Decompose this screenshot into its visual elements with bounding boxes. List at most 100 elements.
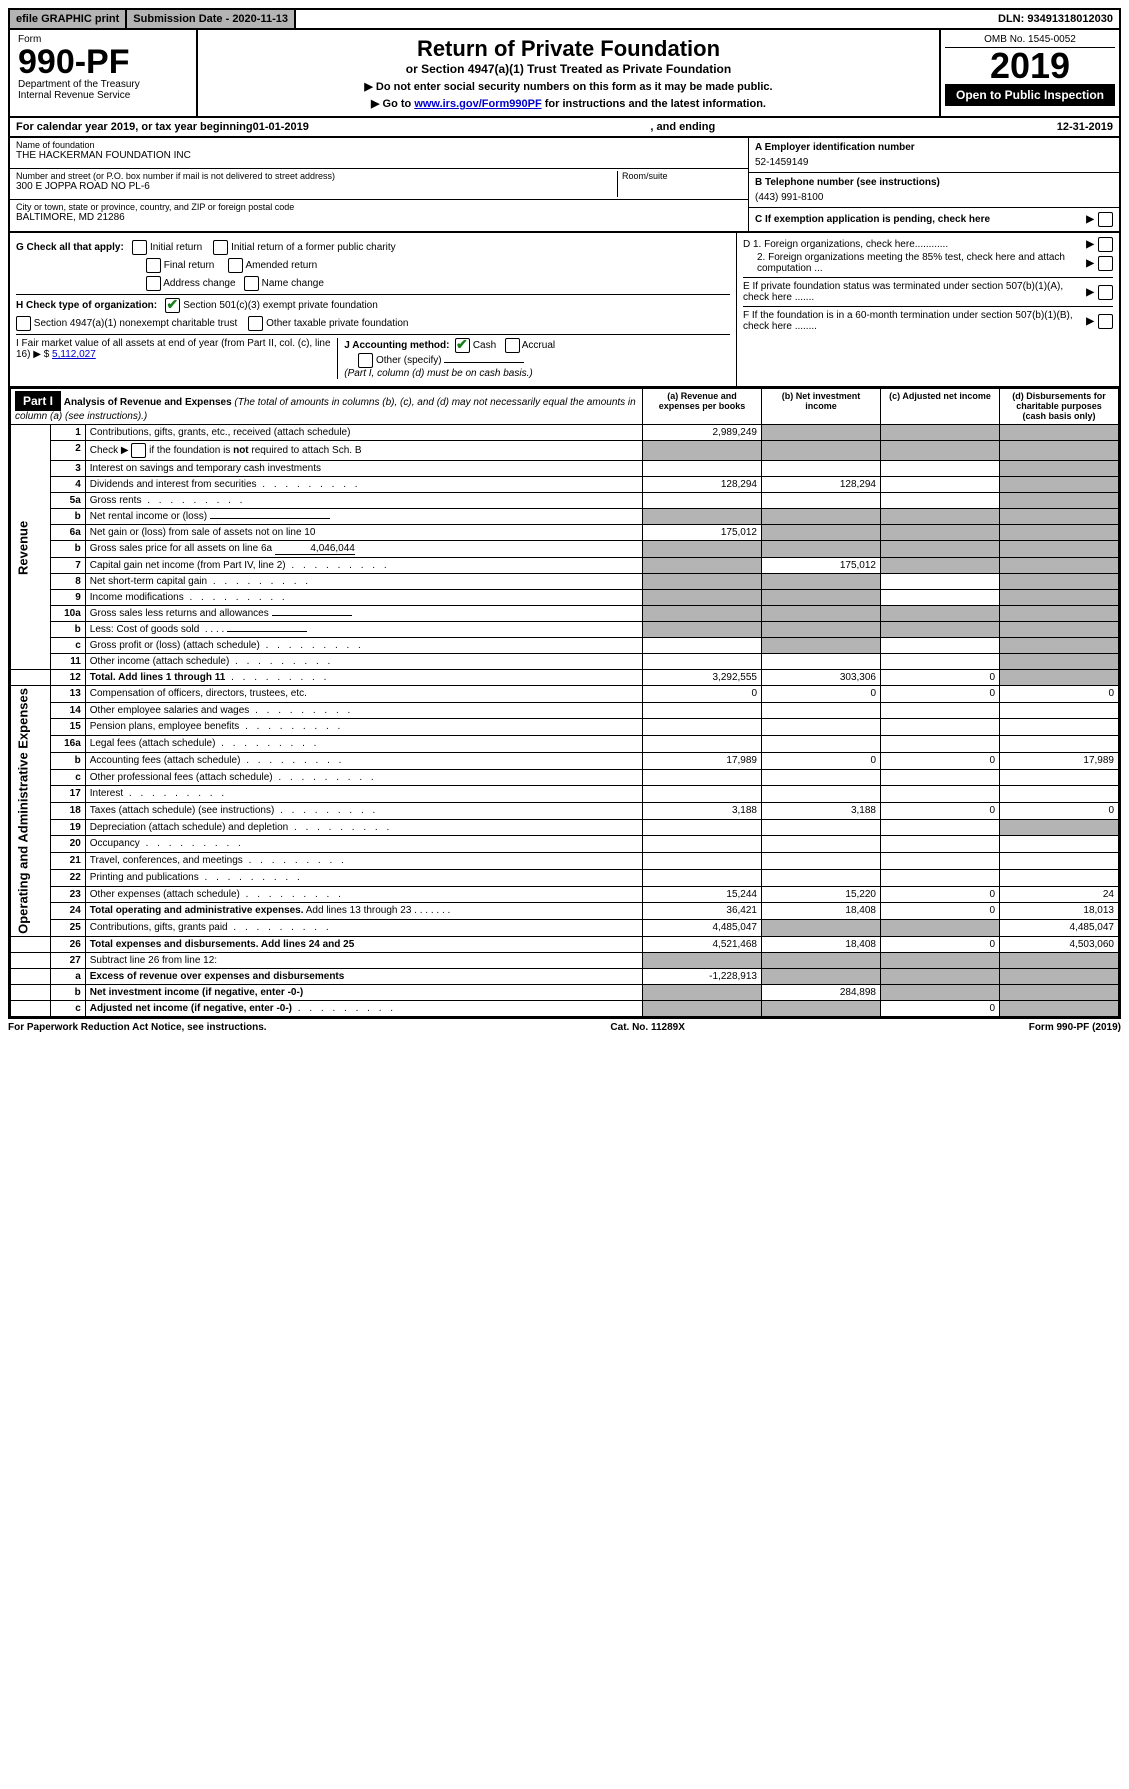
cell-d: 0: [1000, 803, 1119, 820]
tel-value: (443) 991-8100: [755, 192, 823, 203]
form-number: 990-PF: [18, 45, 188, 79]
opex-label: Operating and Administrative Expenses: [11, 686, 51, 937]
table-row: 4Dividends and interest from securities1…: [11, 477, 1119, 493]
arrow-icon: ▶: [1086, 287, 1094, 298]
cell-b: 18,408: [762, 903, 881, 920]
lineno: 17: [50, 786, 85, 803]
cell-b: 175,012: [762, 558, 881, 574]
desc: Dividends and interest from securities: [85, 477, 642, 493]
cell-c: 0: [881, 1000, 1000, 1016]
table-row: Operating and Administrative Expenses 13…: [11, 686, 1119, 703]
dept2: Internal Revenue Service: [18, 90, 188, 101]
h-501c3-checkbox[interactable]: [165, 298, 180, 313]
lineno: 26: [50, 936, 85, 952]
city-state-zip: BALTIMORE, MD 21286: [16, 212, 742, 223]
cell-a: 175,012: [643, 525, 762, 541]
c-checkbox[interactable]: [1098, 212, 1113, 227]
cell-b: 284,898: [762, 984, 881, 1000]
desc: Total. Add lines 1 through 11: [85, 670, 642, 686]
arrow-icon: ▶: [1086, 239, 1094, 250]
arrow-icon: ▶: [1086, 258, 1094, 269]
cell-c: [881, 425, 1000, 441]
lineno: 20: [50, 836, 85, 853]
g-label: G Check all that apply:: [16, 242, 124, 253]
desc: Other income (attach schedule): [85, 654, 642, 670]
spacer: [296, 16, 992, 22]
desc: Net rental income or (loss): [85, 509, 642, 525]
g-name-checkbox[interactable]: [244, 276, 259, 291]
lineno: 24: [50, 903, 85, 920]
g-addr-checkbox[interactable]: [146, 276, 161, 291]
h-4947: Section 4947(a)(1) nonexempt charitable …: [34, 318, 237, 329]
arrow-icon: ▶: [1086, 214, 1094, 225]
lineno: 6a: [50, 525, 85, 541]
g-initial-checkbox[interactable]: [132, 240, 147, 255]
table-row: 15Pension plans, employee benefits: [11, 719, 1119, 736]
foundation-name-row: Name of foundation THE HACKERMAN FOUNDAT…: [10, 138, 748, 169]
h-4947-checkbox[interactable]: [16, 316, 31, 331]
table-row: aExcess of revenue over expenses and dis…: [11, 968, 1119, 984]
j-other-checkbox[interactable]: [358, 353, 373, 368]
instructions-link[interactable]: www.irs.gov/Form990PF: [414, 98, 541, 110]
lineno: b: [50, 752, 85, 769]
j-accrual-checkbox[interactable]: [505, 338, 520, 353]
col-d-header: (d) Disbursements for charitable purpose…: [1000, 389, 1119, 425]
lineno: 10a: [50, 606, 85, 622]
open-inspection: Open to Public Inspection: [945, 84, 1115, 106]
ein-label: A Employer identification number: [755, 142, 915, 153]
revenue-label: Revenue: [11, 425, 51, 670]
cell-b: 303,306: [762, 670, 881, 686]
tax-year: 2019: [945, 48, 1115, 84]
table-row: bNet rental income or (loss): [11, 509, 1119, 525]
main-table: Part I Analysis of Revenue and Expenses …: [10, 388, 1119, 1017]
e-checkbox[interactable]: [1098, 285, 1113, 300]
schb-checkbox[interactable]: [131, 443, 146, 458]
table-row: cGross profit or (loss) (attach schedule…: [11, 638, 1119, 654]
g-amended-checkbox[interactable]: [228, 258, 243, 273]
ein-row: A Employer identification number 52-1459…: [749, 138, 1119, 173]
gh-right: D 1. Foreign organizations, check here..…: [736, 233, 1119, 386]
g-final-checkbox[interactable]: [146, 258, 161, 273]
form-title: Return of Private Foundation: [204, 36, 933, 62]
cell-d: 24: [1000, 886, 1119, 903]
desc: Less: Cost of goods sold . . . .: [85, 622, 642, 638]
desc: Subtract line 26 from line 12:: [85, 952, 642, 968]
desc: Other professional fees (attach schedule…: [85, 769, 642, 786]
lineno: c: [50, 1000, 85, 1016]
table-row: 21Travel, conferences, and meetings: [11, 853, 1119, 870]
cell-d: 18,013: [1000, 903, 1119, 920]
f-checkbox[interactable]: [1098, 314, 1113, 329]
cal-begin: 01-01-2019: [253, 121, 309, 133]
j-cash-checkbox[interactable]: [455, 338, 470, 353]
efile-label: efile GRAPHIC print: [10, 10, 127, 28]
table-row: 23Other expenses (attach schedule)15,244…: [11, 886, 1119, 903]
cell-c: 0: [881, 752, 1000, 769]
g-addr: Address change: [163, 278, 235, 289]
h-label: H Check type of organization:: [16, 300, 157, 311]
f-label: F If the foundation is in a 60-month ter…: [743, 310, 1082, 332]
d2-row: 2. Foreign organizations meeting the 85%…: [743, 252, 1113, 274]
desc: Interest: [85, 786, 642, 803]
g-initial-former-checkbox[interactable]: [213, 240, 228, 255]
d2-checkbox[interactable]: [1098, 256, 1113, 271]
tel-label: B Telephone number (see instructions): [755, 177, 940, 188]
cell-d: 4,503,060: [1000, 936, 1119, 952]
h-other: Other taxable private foundation: [266, 318, 408, 329]
cell-c: 0: [881, 936, 1000, 952]
desc: Net investment income (if negative, ente…: [85, 984, 642, 1000]
i-value-link[interactable]: 5,112,027: [52, 349, 96, 360]
cal-end: 12-31-2019: [1057, 121, 1113, 133]
lineno: a: [50, 968, 85, 984]
cell-a: 36,421: [643, 903, 762, 920]
d1-checkbox[interactable]: [1098, 237, 1113, 252]
table-row: bNet investment income (if negative, ent…: [11, 984, 1119, 1000]
lineno: b: [50, 509, 85, 525]
col-c-header: (c) Adjusted net income: [881, 389, 1000, 425]
top-bar: efile GRAPHIC print Submission Date - 20…: [8, 8, 1121, 30]
lineno: c: [50, 638, 85, 654]
h-other-checkbox[interactable]: [248, 316, 263, 331]
cell-b: 0: [762, 752, 881, 769]
identity-left: Name of foundation THE HACKERMAN FOUNDAT…: [10, 138, 748, 231]
table-row: 6aNet gain or (loss) from sale of assets…: [11, 525, 1119, 541]
desc: Capital gain net income (from Part IV, l…: [85, 558, 642, 574]
